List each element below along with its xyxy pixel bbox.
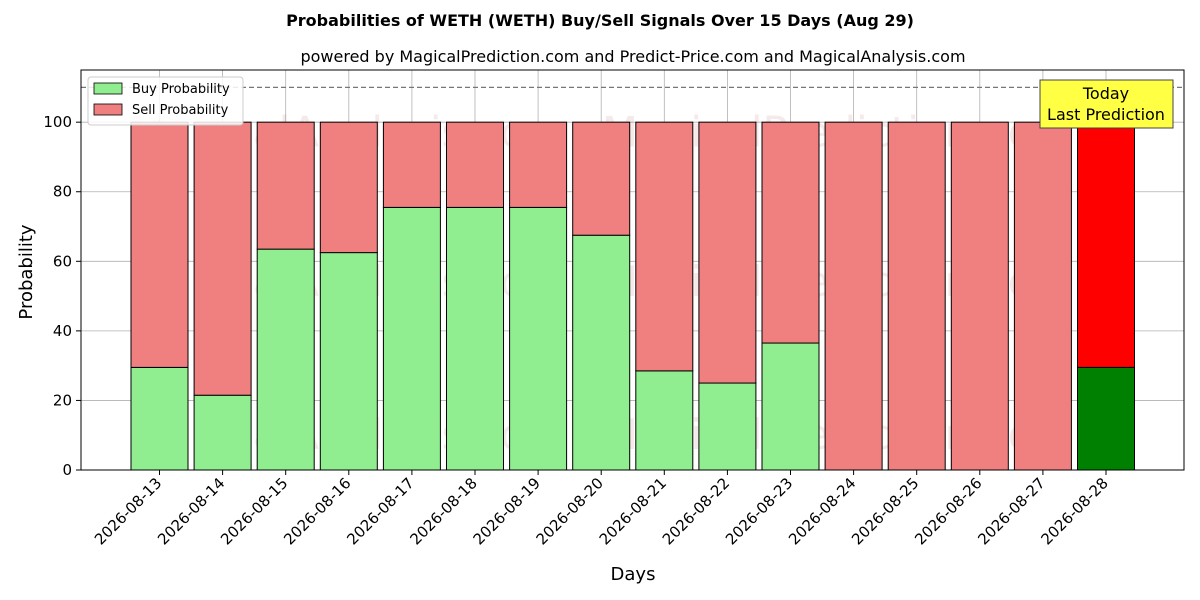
bar-buy	[761, 342, 820, 471]
bar-sell	[698, 121, 757, 384]
bar-sell	[256, 121, 315, 250]
x-tick-label: 2026-08-15	[217, 474, 291, 548]
bars	[130, 121, 1135, 471]
x-tick-label: 2026-08-18	[406, 474, 480, 548]
bar-buy	[635, 370, 694, 471]
x-tick-label: 2026-08-16	[280, 474, 354, 548]
x-tick-label: 2026-08-23	[722, 474, 796, 548]
y-tick-label: 0	[62, 461, 72, 479]
bar-buy	[130, 366, 189, 471]
bar-sell	[635, 121, 694, 372]
y-tick-label: 60	[53, 252, 72, 270]
x-tick-label: 2026-08-17	[343, 474, 417, 548]
bar-sell	[382, 121, 441, 208]
x-tick-label: 2026-08-22	[659, 474, 733, 548]
bar-buy	[698, 382, 757, 471]
x-tick-label: 2026-08-28	[1037, 474, 1111, 548]
annotation-box	[1039, 79, 1174, 129]
today-annotation: Today Last Prediction	[1039, 79, 1174, 129]
chart-title: Probabilities of WETH (WETH) Buy/Sell Si…	[286, 11, 914, 30]
bar-buy	[446, 206, 504, 471]
annotation-line-last-prediction: Last Prediction	[1047, 105, 1165, 124]
bar-sell	[130, 121, 189, 368]
y-tick-label: 80	[53, 183, 72, 201]
x-tick-label: 2026-08-13	[91, 474, 165, 548]
bar-sell	[509, 121, 568, 208]
plot-frame	[80, 69, 1185, 471]
bar-buy	[1077, 366, 1135, 471]
bar-sell	[887, 121, 946, 471]
x-tick-label: 2026-08-27	[974, 474, 1048, 548]
bar-sell	[319, 121, 378, 254]
bar-sell	[572, 121, 631, 236]
x-axis-label: Days	[611, 564, 656, 585]
bar-sell	[761, 121, 820, 344]
legend: Buy Probability Sell Probability	[87, 76, 244, 126]
bar-sell	[950, 121, 1009, 471]
x-tick-label: 2026-08-26	[911, 474, 985, 548]
bar-sell	[1013, 121, 1072, 471]
y-axis-label: Probability	[16, 224, 37, 319]
legend-swatch-buy	[93, 82, 123, 95]
legend-label-sell: Sell Probability	[132, 103, 229, 118]
x-tick-label: 2026-08-25	[848, 474, 922, 548]
bar-buy	[509, 206, 568, 471]
legend-label-buy: Buy Probability	[132, 82, 230, 97]
bar-sell	[446, 121, 504, 208]
bar-sell	[1077, 121, 1135, 368]
x-tick-label: 2026-08-19	[470, 474, 544, 548]
bar-sell	[824, 121, 883, 471]
bar-buy	[193, 394, 252, 471]
y-tick-label: 20	[53, 391, 72, 409]
y-tick-label: 100	[43, 113, 72, 131]
bar-buy	[319, 252, 378, 471]
legend-box	[87, 76, 244, 126]
x-tick-label: 2026-08-21	[596, 474, 670, 548]
x-tick-label: 2026-08-14	[154, 474, 228, 548]
y-tick-label: 40	[53, 322, 72, 340]
x-tick-label: 2026-08-24	[785, 474, 859, 548]
annotation-line-today: Today	[1082, 84, 1129, 103]
x-axis-ticks: 2026-08-132026-08-142026-08-152026-08-16…	[91, 470, 1112, 548]
y-axis-ticks: 0 20 40 60 80 100	[43, 113, 81, 479]
bar-sell	[193, 121, 252, 396]
bar-buy	[256, 248, 315, 471]
chart-subtitle: powered by MagicalPrediction.com and Pre…	[300, 47, 965, 66]
x-tick-label: 2026-08-20	[533, 474, 607, 548]
bar-buy	[572, 234, 631, 471]
bar-buy	[382, 206, 441, 471]
legend-swatch-sell	[93, 103, 123, 116]
